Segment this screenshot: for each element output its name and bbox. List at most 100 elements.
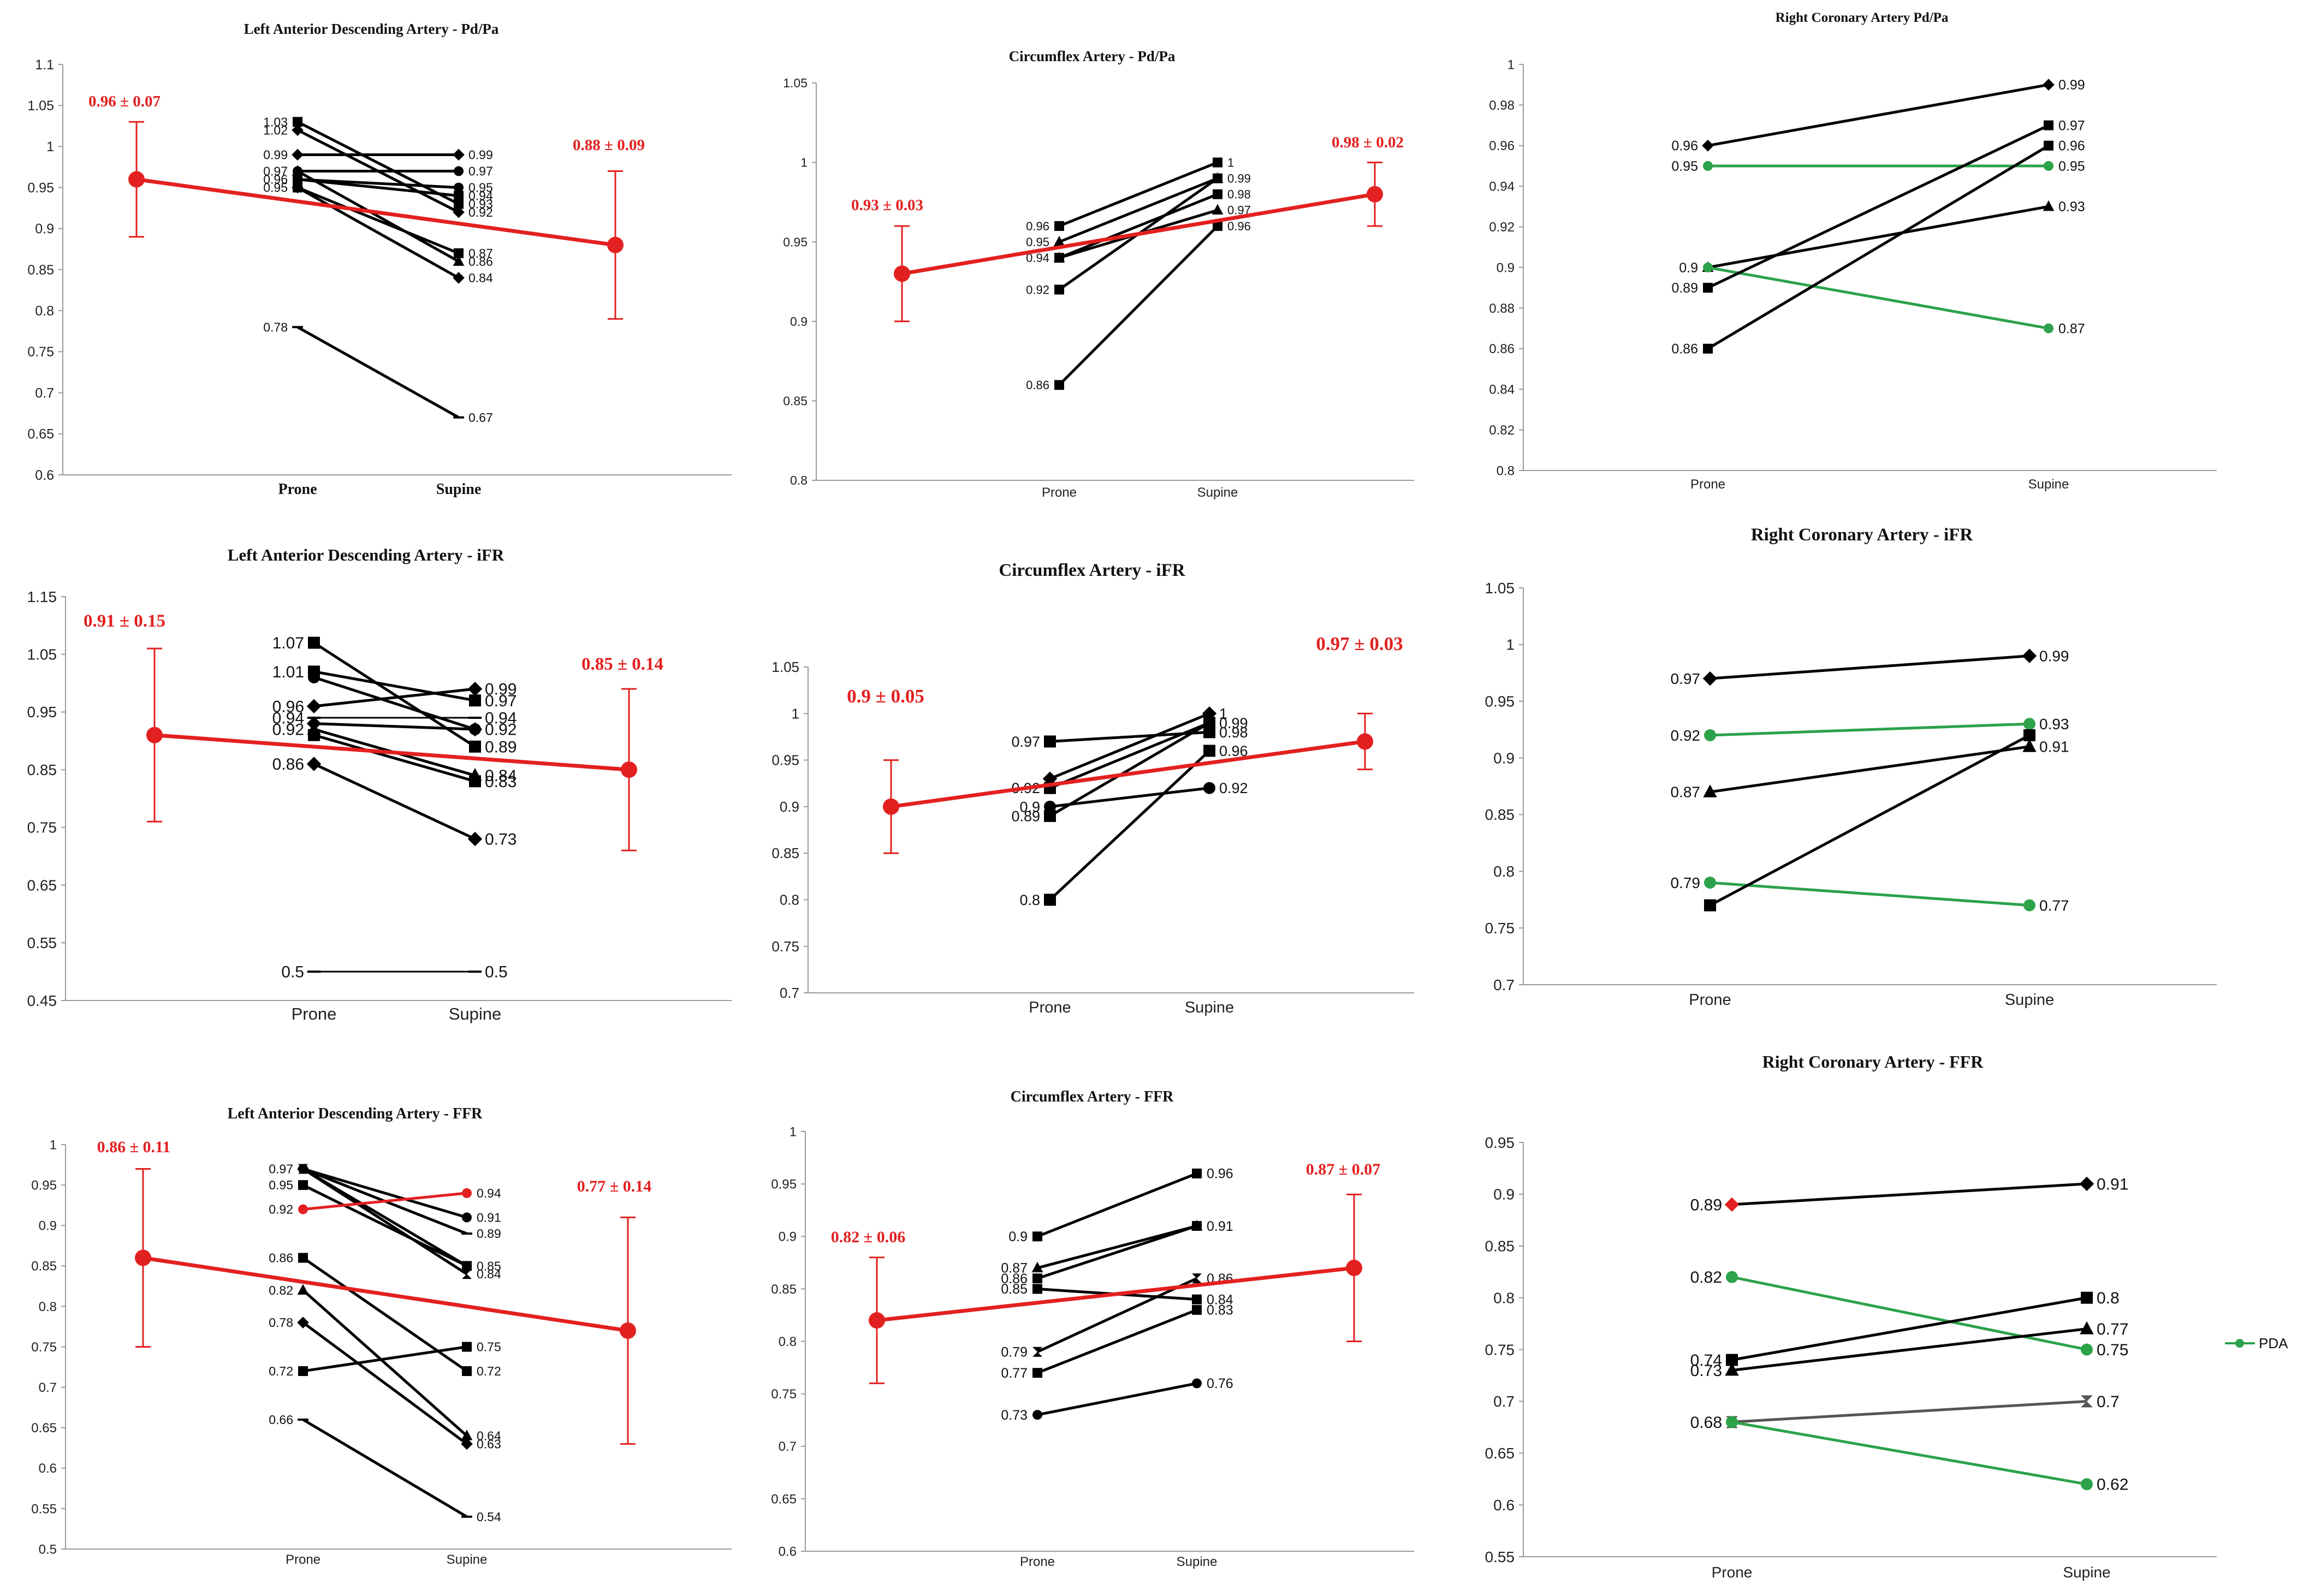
x-category-label: Prone — [1042, 485, 1077, 500]
data-label-prone: 0.79 — [1671, 874, 1701, 891]
data-label-prone: 0.82 — [269, 1283, 293, 1297]
mean-label-prone: 0.96 ± 0.07 — [88, 93, 161, 110]
series-p1: 1.03 0.93 — [263, 115, 493, 211]
y-tick-label: 1 — [46, 139, 54, 154]
point-prone — [306, 757, 322, 771]
data-label-supine: 0.94 — [485, 710, 517, 728]
data-label-supine: 0.92 — [1219, 780, 1248, 796]
point-supine — [453, 272, 465, 284]
data-label-supine: 0.92 — [485, 721, 517, 739]
mean-point — [607, 236, 624, 253]
series-p10: 0.5 0.5 — [281, 963, 507, 981]
mean-label-prone: 0.86 ± 0.11 — [97, 1138, 171, 1156]
data-label-supine: 1 — [1227, 156, 1234, 169]
error-bar-supine — [1357, 712, 1373, 771]
data-label-supine: 0.98 — [1219, 724, 1248, 741]
mean-label-supine: 0.98 ± 0.02 — [1332, 134, 1404, 151]
mean-point — [621, 761, 637, 778]
point-prone — [292, 148, 304, 161]
chart-rca_pdpa: Right Coronary Artery Pd/Pa 0.8 0.82 0.84 0.… — [1489, 10, 2217, 492]
series-p1: 0.96 1 — [1026, 156, 1234, 233]
point-prone — [1032, 1368, 1042, 1378]
data-label-prone: 0.86 — [269, 1251, 293, 1265]
series-line — [1710, 745, 2030, 794]
series-line — [302, 1192, 467, 1211]
point-supine — [1192, 1305, 1202, 1315]
error-bar-prone — [869, 1256, 885, 1384]
series-p8: 0.83 — [308, 729, 517, 791]
error-bar-prone — [128, 121, 145, 238]
point-prone — [1726, 1271, 1738, 1283]
point-prone — [1702, 140, 1714, 152]
point-prone — [292, 181, 304, 194]
data-label-prone: 0.74 — [1690, 1351, 1722, 1369]
y-tick-label: 1.05 — [771, 659, 799, 675]
series-line — [1049, 712, 1210, 780]
y-tick-label: 1.05 — [1485, 580, 1515, 597]
y-tick-label: 0.65 — [31, 1421, 57, 1436]
data-label-supine: 0.99 — [1219, 715, 1248, 731]
mean-point — [1357, 733, 1373, 750]
y-tick-label: 0.8 — [790, 473, 808, 487]
data-label-supine: 0.93 — [2058, 199, 2085, 215]
point-prone — [1042, 771, 1058, 786]
point-supine — [1192, 1273, 1202, 1284]
y-tick-label: 0.75 — [771, 938, 799, 955]
data-label-supine: 1 — [1219, 706, 1227, 722]
y-tick-label: 1.05 — [27, 646, 57, 663]
series-p9: 0.84 — [292, 181, 493, 285]
point-prone — [306, 699, 322, 714]
point-prone — [293, 117, 302, 127]
y-tick-label: 0.6 — [35, 468, 54, 483]
y-tick-label: 0.8 — [39, 1300, 57, 1314]
series-p2: 0.95 0.95 — [1671, 159, 2085, 174]
y-tick-label: 0.9 — [779, 1230, 797, 1244]
point-prone — [1724, 1197, 1740, 1212]
error-bar-prone — [883, 759, 899, 854]
data-label-supine: 0.99 — [468, 147, 493, 162]
data-label-prone: 0.96 — [1671, 139, 1698, 154]
data-label-prone: 0.78 — [263, 320, 288, 334]
chart-title: Circumflex Artery - iFR — [999, 561, 1185, 580]
data-label-supine: 0.92 — [468, 205, 493, 219]
point-supine — [1213, 221, 1222, 231]
error-bar-prone — [135, 1168, 151, 1348]
data-label-supine: 0.73 — [485, 831, 517, 849]
series-line — [296, 326, 460, 419]
data-label-supine: 0.89 — [477, 1226, 501, 1241]
point-supine — [2044, 140, 2053, 151]
point-supine — [467, 831, 483, 847]
series-p8: 0.82 0.64 — [269, 1283, 501, 1443]
error-bar-supine — [621, 688, 637, 851]
data-label-supine: 0.83 — [1207, 1303, 1233, 1318]
data-label-supine: 0.84 — [485, 767, 517, 785]
x-category-label: Supine — [1197, 485, 1238, 500]
point-supine — [469, 694, 481, 707]
data-label-supine: 0.85 — [477, 1259, 501, 1273]
point-prone — [308, 636, 320, 649]
x-category-label: Supine — [436, 481, 482, 498]
series-line — [1731, 1182, 2087, 1206]
series-line — [1707, 266, 2049, 330]
data-label-prone: 0.89 — [1671, 281, 1698, 296]
data-label-supine: 0.63 — [477, 1437, 501, 1451]
point-prone — [308, 729, 320, 741]
series-line — [1049, 722, 1210, 818]
y-tick-label: 0.65 — [27, 427, 54, 442]
chart-title: Left Anterior Descending Artery - iFR — [228, 545, 504, 564]
point-supine — [462, 1342, 472, 1352]
data-label-supine: 0.84 — [468, 271, 493, 285]
data-label-prone: 0.95 — [263, 181, 288, 195]
mean-label-supine: 0.97 ± 0.03 — [1316, 633, 1403, 654]
x-category-label: Supine — [2005, 991, 2054, 1009]
series-p4: 0.73 0.77 — [1690, 1320, 2129, 1380]
point-prone — [1044, 809, 1056, 822]
point-supine — [2023, 718, 2035, 730]
x-category-label: Prone — [1029, 999, 1071, 1016]
point-prone — [298, 1366, 308, 1376]
error-bar-supine — [607, 170, 624, 320]
point-supine — [2081, 1291, 2093, 1304]
error-bar-supine — [1367, 162, 1383, 227]
point-prone — [1703, 161, 1713, 171]
data-label-prone: 0.77 — [1001, 1366, 1028, 1381]
